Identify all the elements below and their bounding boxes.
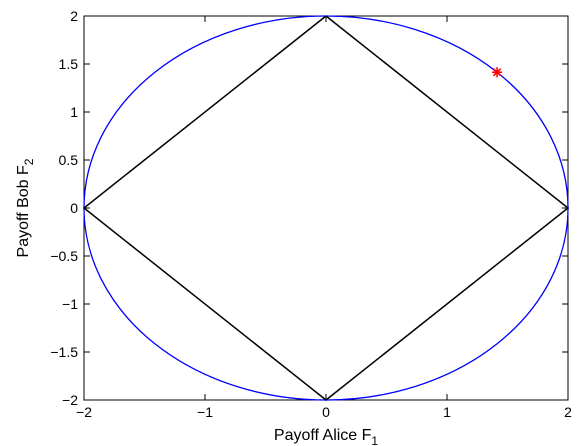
y-tick-label: −0.5 (50, 248, 78, 264)
x-tick-label: 2 (564, 404, 572, 420)
y-tick-label: 1 (70, 104, 78, 120)
y-tick-label: −1.5 (50, 344, 78, 360)
x-tick-label: −2 (76, 404, 92, 420)
x-axis-label: Payoff Alice F1 (274, 427, 379, 446)
x-tick-label: 1 (443, 404, 451, 420)
y-tick-label: −1 (62, 296, 78, 312)
y-tick-label: 0 (70, 200, 78, 216)
x-tick-label: 0 (322, 404, 330, 420)
plot-area (83, 15, 569, 401)
y-axis-label-text: Payoff Bob F (15, 165, 32, 257)
y-tick-label: 1.5 (59, 56, 79, 72)
x-axis-label-subscript: 1 (371, 434, 378, 446)
x-tick-label: −1 (197, 404, 213, 420)
x-axis-label-text: Payoff Alice F (274, 427, 372, 444)
y-tick-label: 0.5 (59, 152, 79, 168)
y-tick-label: 2 (70, 8, 78, 24)
y-axis-label-subscript: 2 (22, 158, 36, 165)
y-tick-label: −2 (62, 392, 78, 408)
data-point-marker (492, 67, 503, 78)
tick-layer: −2 −1 0 1 2 −2 −1.5 −1 −0.5 0 0.5 1 1.5 2 (50, 8, 572, 420)
y-axis-label: Payoff Bob F2 (15, 158, 36, 257)
